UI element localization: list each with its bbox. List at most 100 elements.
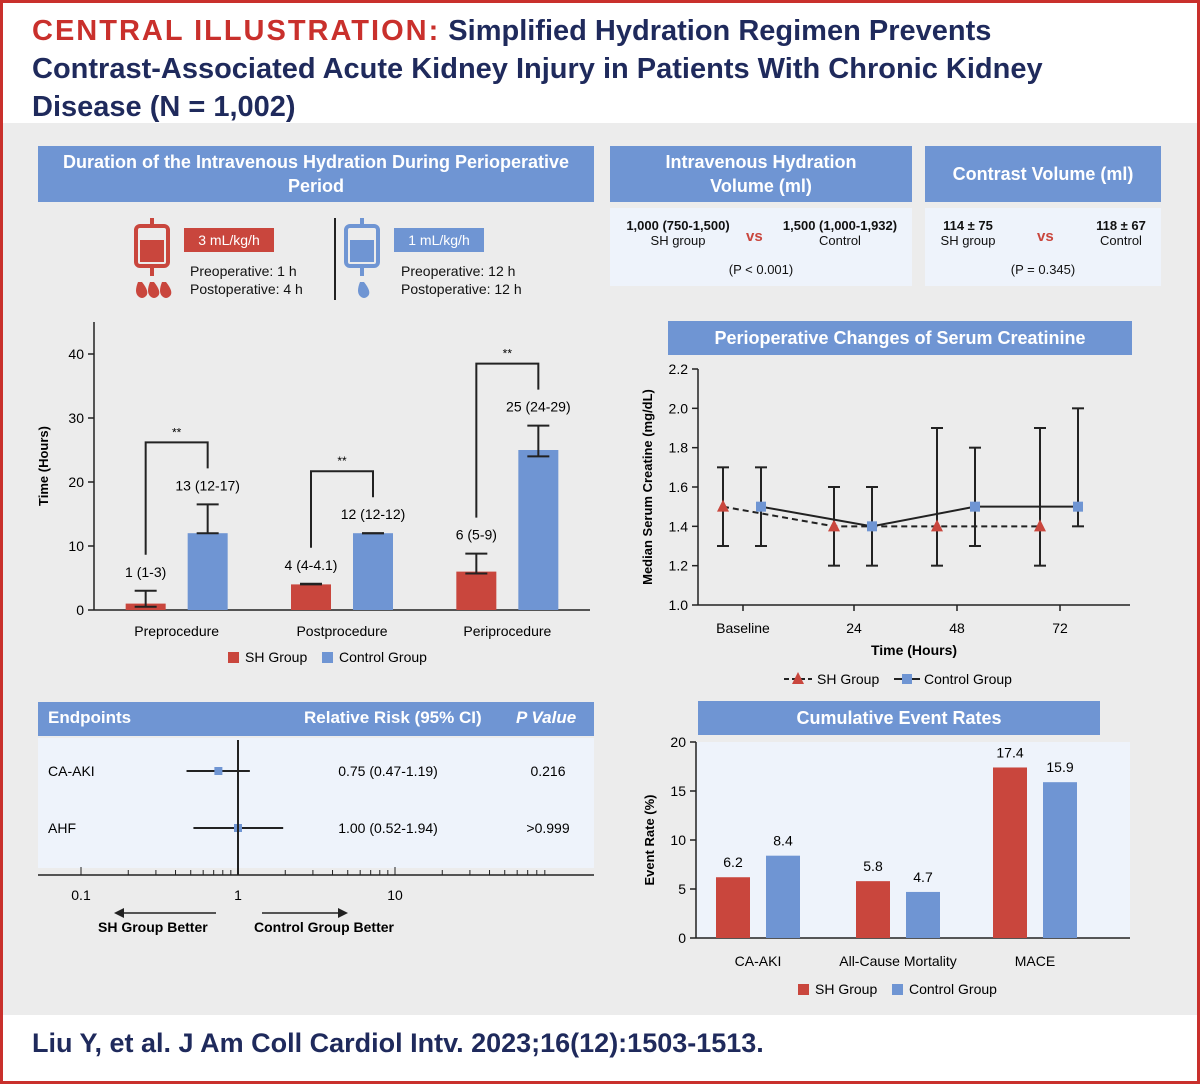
data-label: 8.4 — [773, 833, 793, 849]
x-tick-label: 48 — [949, 620, 965, 636]
y-tick-label: 10 — [68, 538, 84, 554]
forest-header: Endpoints Relative Risk (95% CI) P Value — [38, 702, 594, 736]
legend-marker — [902, 674, 912, 684]
left-arrow-head — [114, 908, 124, 918]
title-line-3: Disease (N = 1,002) — [32, 91, 296, 123]
x-tick-label: CA-AKI — [735, 953, 782, 969]
volume-sh-value: 1,000 (750-1,500) — [626, 218, 729, 233]
contrast-sh-label: SH group — [941, 233, 996, 248]
volume-control-label: Control — [819, 233, 861, 248]
contrast-p-value: (P = 0.345) — [925, 262, 1161, 277]
volume-control-value: 1,500 (1,000-1,932) — [783, 218, 897, 233]
bar — [518, 450, 558, 610]
events-title: Cumulative Event Rates — [698, 701, 1100, 735]
y-tick-label: 1.0 — [669, 597, 689, 613]
contrast-box: 114 ± 75 SH group vs 118 ± 67 Control (P =… — [925, 208, 1161, 286]
sh-rate-badge: 3 mL/kg/h — [184, 228, 274, 252]
x-tick-label: Postprocedure — [296, 623, 387, 639]
significance-mark: ** — [172, 425, 182, 439]
left-direction-label: SH Group Better — [98, 919, 208, 935]
control-pre-text: Preoperative: 12 h — [401, 263, 515, 279]
x-tick-label: 10 — [387, 887, 403, 903]
series-line — [761, 507, 1078, 527]
x-axis-label: Time (Hours) — [871, 642, 957, 658]
data-point — [1034, 519, 1046, 531]
data-label: 6.2 — [723, 854, 743, 870]
y-tick-label: 20 — [670, 734, 686, 750]
data-point — [867, 521, 877, 531]
contrast-sh-value: 114 ± 75 — [943, 218, 993, 233]
y-axis-label: Time (Hours) — [36, 426, 51, 506]
data-label: 17.4 — [996, 744, 1023, 760]
forest-header-p: P Value — [516, 708, 576, 728]
data-label: 4.7 — [913, 869, 933, 885]
volume-box: 1,000 (750-1,500) SH group vs 1,500 (1,00… — [610, 208, 912, 286]
title-lead: CENTRAL ILLUSTRATION: — [32, 15, 440, 47]
y-tick-label: 20 — [68, 474, 84, 490]
events-bar-chart: 05101520Event Rate (%)CA-AKI6.28.4All-Ca… — [630, 732, 1160, 1008]
data-label: 13 (12-17) — [175, 477, 240, 493]
data-point — [756, 502, 766, 512]
contrast-control-label: Control — [1100, 233, 1142, 248]
title-line-1: Simplified Hydration Regimen Prevents — [448, 15, 991, 47]
legend-label: Control Group — [339, 649, 427, 665]
bar — [766, 856, 800, 938]
bar — [856, 881, 890, 938]
series-line — [723, 507, 1040, 527]
control-rate-badge: 1 mL/kg/h — [394, 228, 484, 252]
y-tick-label: 15 — [670, 783, 686, 799]
contrast-heading: Contrast Volume (ml) — [925, 146, 1161, 202]
x-tick-label: Periprocedure — [463, 623, 551, 639]
data-point — [931, 519, 943, 531]
bar — [716, 877, 750, 938]
data-point — [970, 502, 980, 512]
forest-header-rr: Relative Risk (95% CI) — [304, 708, 482, 728]
legend-swatch — [892, 984, 903, 995]
x-tick-label: Baseline — [716, 620, 770, 636]
iv-bag-red-icon — [128, 218, 176, 302]
y-tick-label: 40 — [68, 346, 84, 362]
significance-mark: ** — [503, 347, 513, 361]
contrast-vs: vs — [1037, 228, 1054, 245]
x-tick-label: 1 — [234, 887, 242, 903]
regimen-divider — [334, 218, 336, 300]
bar — [906, 892, 940, 938]
legend-swatch — [322, 652, 333, 663]
legend-label: Control Group — [909, 981, 997, 997]
y-tick-label: 1.2 — [669, 558, 689, 574]
x-tick-label: All-Cause Mortality — [839, 953, 956, 969]
forest-header-endpoints: Endpoints — [48, 708, 131, 728]
y-tick-label: 0 — [678, 930, 686, 946]
creatinine-line-chart: 1.0 1.2 1.4 1.6 1.8 2.0 2.2 Baseline 24 48 72 Time … — [630, 358, 1160, 692]
bar — [188, 533, 228, 610]
legend-label: SH Group — [817, 671, 879, 687]
bar — [1043, 782, 1077, 938]
legend-swatch — [228, 652, 239, 663]
endpoint-label: AHF — [48, 820, 76, 836]
y-tick-label: 1.4 — [669, 518, 689, 534]
y-tick-label: 0 — [76, 602, 84, 618]
y-axis-label: Median Serum Creatine (mg/dL) — [640, 389, 655, 585]
duration-heading: Duration of the Intravenous Hydration Du… — [38, 146, 594, 202]
bar — [353, 533, 393, 610]
control-post-text: Postoperative: 12 h — [401, 281, 522, 297]
data-point — [1073, 502, 1083, 512]
figure-title: CENTRAL ILLUSTRATION: Simplified Hydrati… — [32, 12, 1172, 126]
y-tick-label: 1.6 — [669, 479, 689, 495]
title-line-2: Contrast-Associated Acute Kidney Injury … — [32, 53, 1043, 85]
data-point — [717, 500, 729, 512]
x-tick-label: 24 — [846, 620, 862, 636]
volume-vs: vs — [746, 228, 763, 245]
y-tick-label: 10 — [670, 832, 686, 848]
x-tick-label: MACE — [1015, 953, 1055, 969]
citation: Liu Y, et al. J Am Coll Cardiol Intv. 20… — [32, 1028, 764, 1059]
data-label: 12 (12-12) — [341, 506, 406, 522]
rr-text: 0.75 (0.47-1.19) — [338, 763, 438, 779]
y-tick-label: 30 — [68, 410, 84, 426]
significance-mark: ** — [337, 454, 347, 468]
x-tick-label: 72 — [1052, 620, 1068, 636]
bar — [993, 767, 1027, 938]
data-label: 25 (24-29) — [506, 399, 571, 415]
legend-label: SH Group — [245, 649, 307, 665]
volume-heading: Intravenous Hydration Volume (ml) — [610, 146, 912, 202]
